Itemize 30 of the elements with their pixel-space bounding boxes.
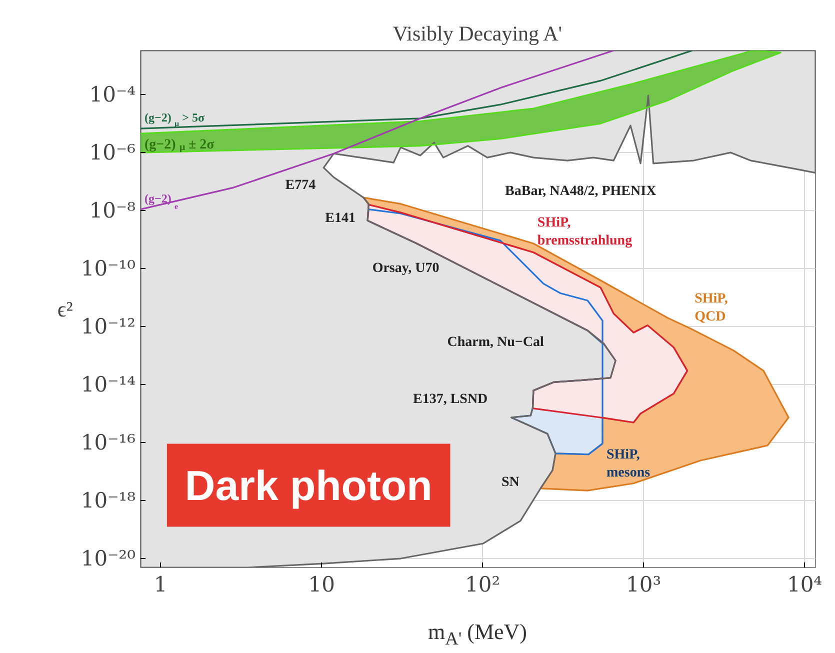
- y-tick-label: 10⁻²⁰: [80, 546, 136, 571]
- y-tick-label: 10⁻⁸: [89, 198, 136, 223]
- series-label: (g−2)μ ± 2σ: [144, 138, 215, 153]
- x-tick-label: 1: [154, 572, 168, 596]
- annotation: Orsay, U70: [372, 261, 440, 276]
- x-tick-label: 10⁴: [786, 572, 822, 596]
- x-tick-label: 10²: [465, 572, 500, 596]
- y-tick-label: 10⁻¹⁸: [80, 488, 136, 513]
- series-label: (g−2)e: [144, 191, 178, 211]
- x-tick-label: 10: [308, 572, 335, 596]
- y-tick-label: 10⁻¹⁶: [80, 430, 136, 455]
- series-label: SHiP, bremsstrahlung: [537, 215, 632, 248]
- annotation: BaBar, NA48/2, PHENIX: [505, 184, 656, 200]
- annotation: E137, LSND: [412, 392, 488, 407]
- annotation: E774: [285, 178, 316, 193]
- y-tick-label: 10⁻¹⁰: [80, 256, 136, 281]
- y-tick-label: 10⁻¹⁴: [80, 372, 136, 397]
- y-axis-title: ϵ²: [57, 296, 74, 322]
- annotation: Dark photon: [184, 462, 432, 509]
- y-tick-label: 10⁻⁴: [89, 82, 136, 107]
- x-tick-label: 10³: [626, 572, 662, 596]
- y-tick-label: 10⁻¹²: [80, 314, 136, 339]
- y-tick-label: 10⁻⁶: [89, 140, 136, 165]
- x-axis-title: m$_{A'}$ (MeV): [428, 618, 528, 650]
- annotation: Charm, Nu−Cal: [447, 335, 544, 350]
- series-label: SHiP, mesons: [606, 448, 651, 481]
- annotation: SN: [501, 475, 520, 490]
- chart-title: Visibly Decaying A': [392, 22, 562, 46]
- series-label: SHiP, QCD: [694, 292, 728, 325]
- annotation: E141: [325, 211, 356, 226]
